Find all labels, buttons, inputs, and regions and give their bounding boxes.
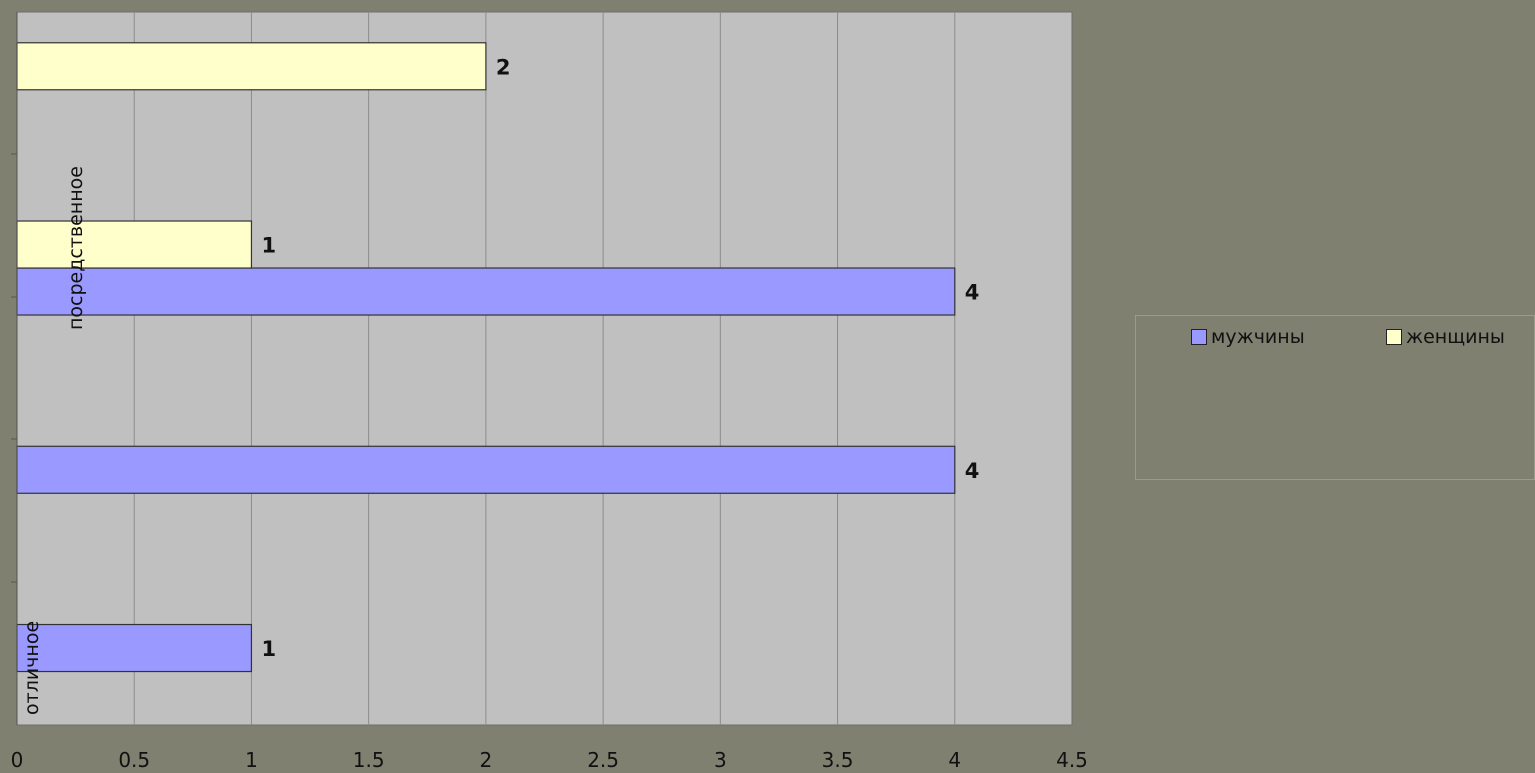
data-label: 4	[965, 459, 980, 483]
category-label-posredstvennoe: посредственное	[65, 166, 87, 330]
x-tick-label: 2	[480, 748, 493, 772]
bar-men	[16, 445, 956, 494]
bar-women	[16, 42, 487, 91]
legend-label-men: мужчины	[1211, 326, 1305, 348]
legend-label-women: женщины	[1406, 326, 1505, 348]
y-axis-ticks	[11, 153, 17, 583]
data-label: 1	[261, 637, 276, 661]
gridlines	[133, 12, 956, 725]
legend-item-women: женщины	[1386, 326, 1505, 348]
x-tick-label: 3	[714, 748, 727, 772]
bar-men	[16, 267, 956, 316]
data-label: 4	[965, 281, 980, 305]
x-tick-label: 4	[948, 748, 961, 772]
x-axis-ticks: 0 0.5 1 1.5 2 2.5 3 3.5 4 4.5	[11, 748, 1088, 772]
bar-men	[16, 623, 253, 673]
x-tick-label: 0	[11, 748, 24, 772]
legend-swatch-women	[1386, 329, 1402, 345]
x-tick-label: 3.5	[822, 748, 854, 772]
x-tick-label: 1	[245, 748, 258, 772]
data-labels: 1 4 4 1 2	[261, 55, 979, 661]
x-tick-label: 2.5	[587, 748, 619, 772]
data-label: 2	[496, 55, 511, 79]
x-tick-label: 4.5	[1056, 748, 1088, 772]
x-tick-label: 0.5	[118, 748, 150, 772]
legend: мужчины женщины	[1135, 315, 1535, 480]
plot-area	[16, 11, 1073, 726]
bars	[16, 42, 956, 673]
bar-women	[16, 220, 253, 269]
legend-item-men: мужчины	[1191, 326, 1305, 348]
data-label: 1	[261, 234, 276, 258]
category-label-otlichnoe: отличное	[21, 621, 43, 715]
legend-swatch-men	[1191, 329, 1207, 345]
x-tick-label: 1.5	[353, 748, 385, 772]
